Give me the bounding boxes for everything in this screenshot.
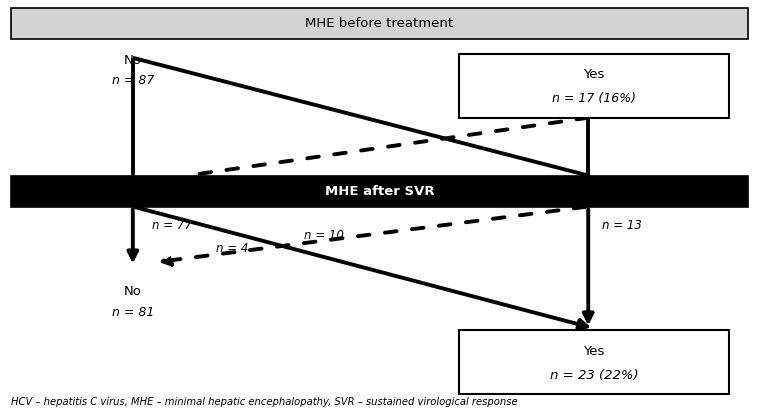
Text: n = 81: n = 81 [112, 306, 154, 318]
Text: n = 77: n = 77 [152, 219, 192, 232]
Text: No: No [124, 54, 142, 66]
Text: MHE after SVR: MHE after SVR [325, 185, 434, 197]
FancyBboxPatch shape [459, 54, 729, 118]
Text: n = 13: n = 13 [602, 219, 642, 232]
Text: n = 87: n = 87 [112, 74, 154, 87]
Text: n = 17 (16%): n = 17 (16%) [552, 92, 636, 105]
Text: n = 4: n = 4 [216, 242, 249, 254]
Text: n = 10: n = 10 [304, 229, 344, 242]
FancyBboxPatch shape [11, 176, 748, 206]
Text: Yes: Yes [583, 345, 605, 358]
Text: Yes: Yes [583, 68, 605, 81]
FancyBboxPatch shape [11, 8, 748, 39]
Text: MHE before treatment: MHE before treatment [305, 17, 454, 30]
Text: HCV – hepatitis C virus, MHE – minimal hepatic encephalopathy, SVR – sustained v: HCV – hepatitis C virus, MHE – minimal h… [11, 397, 518, 407]
Text: No: No [124, 285, 142, 298]
Text: n = 23 (22%): n = 23 (22%) [550, 369, 638, 382]
FancyBboxPatch shape [459, 330, 729, 394]
